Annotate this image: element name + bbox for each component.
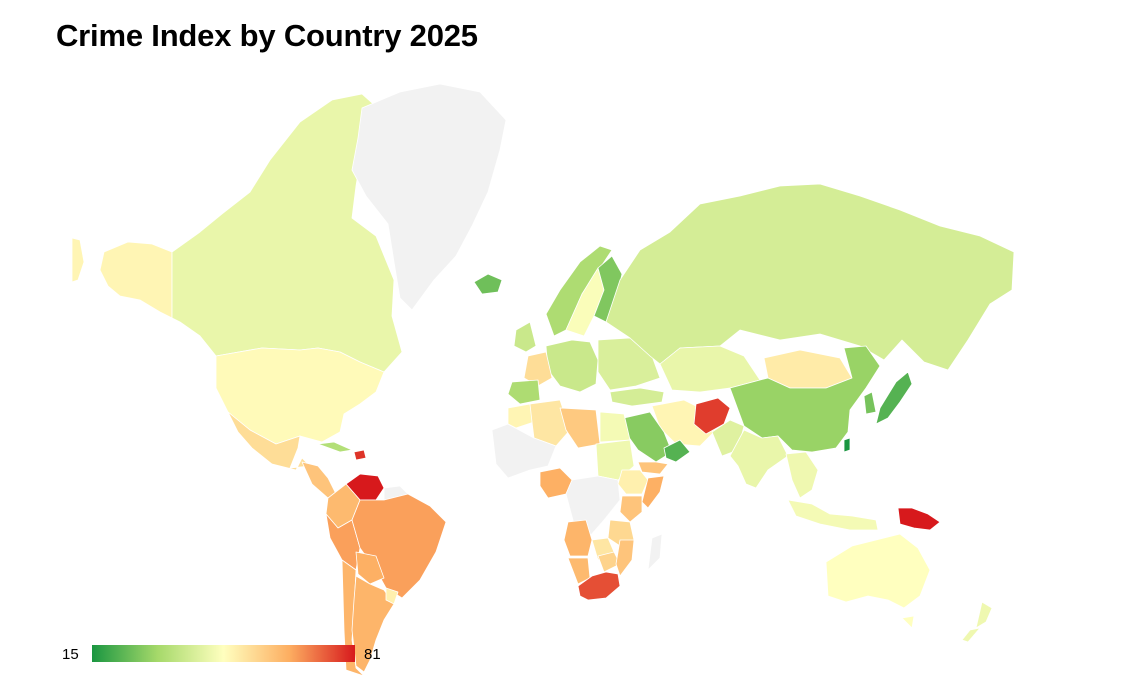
region-bolivia[interactable] — [355, 551, 385, 585]
region-somalia[interactable] — [641, 475, 665, 509]
region-haiti[interactable] — [353, 449, 367, 461]
region-india[interactable] — [729, 429, 789, 489]
region-morocco[interactable] — [507, 403, 535, 429]
region-mozambique[interactable] — [615, 539, 635, 577]
region-madagascar[interactable] — [647, 533, 663, 571]
region-new-zealand[interactable] — [961, 601, 993, 643]
region-libya[interactable] — [559, 407, 601, 449]
region-brazil[interactable] — [351, 493, 447, 599]
region-greenland[interactable] — [351, 83, 507, 311]
legend-gradient-bar — [92, 645, 355, 662]
region-papua-new-guinea[interactable] — [897, 507, 941, 531]
map-title: Crime Index by Country 2025 — [56, 18, 478, 53]
legend-max-label: 81 — [364, 646, 381, 663]
region-oman[interactable] — [663, 439, 691, 463]
region-taiwan[interactable] — [843, 437, 851, 453]
region-south-africa[interactable] — [577, 571, 621, 601]
region-turkey[interactable] — [609, 387, 665, 407]
region-japan[interactable] — [875, 371, 913, 425]
region-southeast-asia[interactable] — [785, 451, 819, 499]
region-iceland[interactable] — [473, 273, 503, 295]
region-korea[interactable] — [863, 391, 877, 415]
region-cuba[interactable] — [317, 441, 353, 453]
region-kenya[interactable] — [619, 495, 643, 523]
region-western-europe[interactable] — [513, 321, 599, 393]
region-argentina[interactable] — [351, 575, 395, 673]
region-west-africa[interactable] — [491, 423, 557, 479]
region-yemen[interactable] — [637, 461, 669, 475]
region-angola[interactable] — [563, 519, 593, 557]
region-egypt[interactable] — [599, 411, 631, 443]
region-france[interactable] — [523, 351, 553, 387]
region-australia[interactable] — [825, 533, 931, 629]
region-indonesia[interactable] — [787, 499, 879, 531]
region-ethiopia[interactable] — [617, 469, 649, 495]
region-central-america[interactable] — [301, 461, 337, 499]
region-uruguay[interactable] — [385, 587, 399, 605]
region-iberia[interactable] — [507, 379, 541, 405]
legend-min-label: 15 — [62, 646, 79, 663]
region-norway[interactable] — [545, 245, 613, 337]
region-alaska[interactable] — [71, 237, 173, 319]
region-russia[interactable] — [605, 183, 1015, 371]
